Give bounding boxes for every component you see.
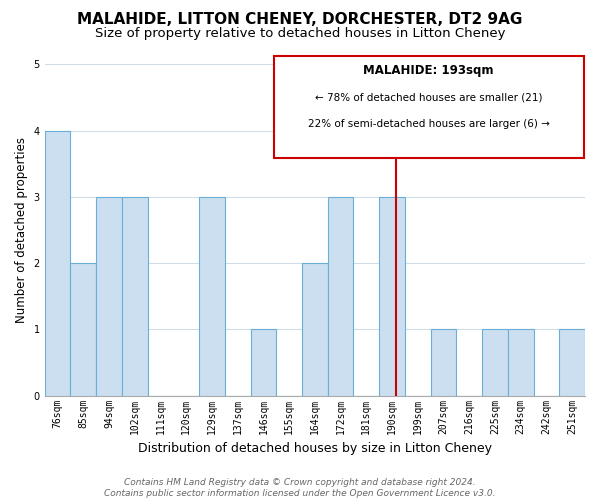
Bar [508, 330, 533, 396]
Bar [44, 130, 70, 396]
Bar [70, 263, 96, 396]
Bar [431, 330, 457, 396]
Bar [559, 330, 585, 396]
Text: MALAHIDE, LITTON CHENEY, DORCHESTER, DT2 9AG: MALAHIDE, LITTON CHENEY, DORCHESTER, DT2… [77, 12, 523, 28]
Bar [274, 56, 584, 158]
Bar [482, 330, 508, 396]
Bar [328, 197, 353, 396]
Bar [199, 197, 225, 396]
Bar [379, 197, 405, 396]
Bar [122, 197, 148, 396]
Text: Size of property relative to detached houses in Litton Cheney: Size of property relative to detached ho… [95, 28, 505, 40]
Text: 22% of semi-detached houses are larger (6) →: 22% of semi-detached houses are larger (… [308, 120, 550, 130]
Text: MALAHIDE: 193sqm: MALAHIDE: 193sqm [364, 64, 494, 77]
X-axis label: Distribution of detached houses by size in Litton Cheney: Distribution of detached houses by size … [138, 442, 492, 455]
Bar [96, 197, 122, 396]
Text: Contains HM Land Registry data © Crown copyright and database right 2024.
Contai: Contains HM Land Registry data © Crown c… [104, 478, 496, 498]
Bar [302, 263, 328, 396]
Text: ← 78% of detached houses are smaller (21): ← 78% of detached houses are smaller (21… [315, 92, 542, 102]
Bar [251, 330, 276, 396]
Y-axis label: Number of detached properties: Number of detached properties [15, 137, 28, 323]
